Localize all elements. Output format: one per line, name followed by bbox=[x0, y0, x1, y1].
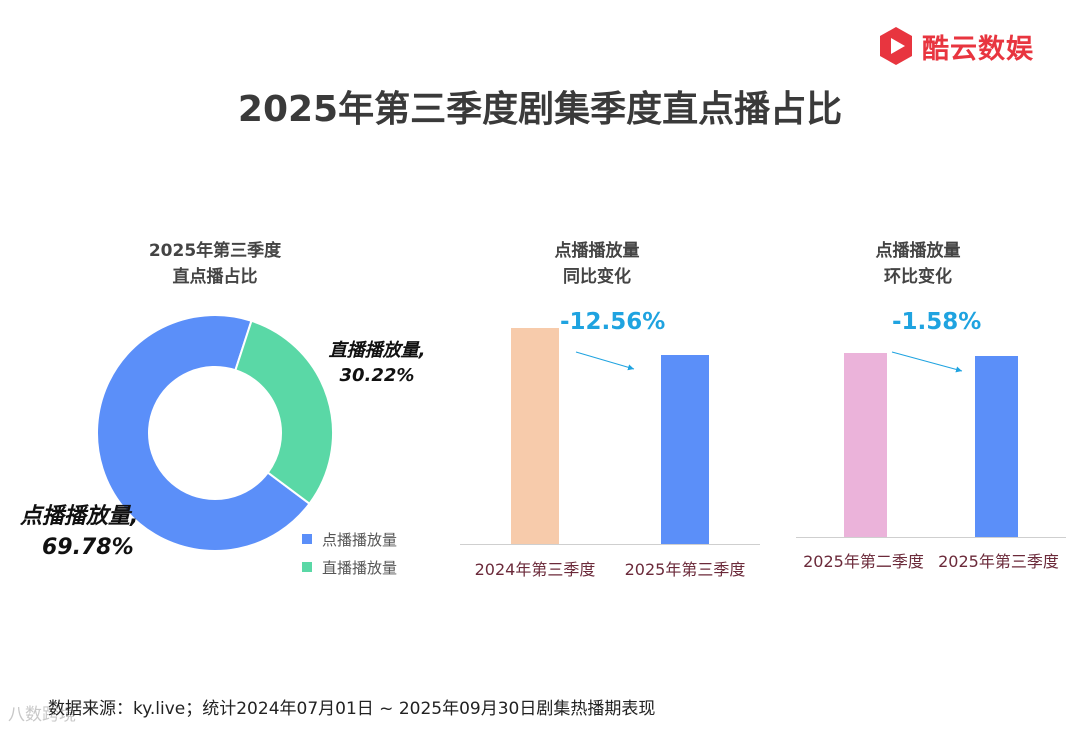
yoy-change-label: -12.56% bbox=[560, 309, 666, 335]
qoq-bar-1 bbox=[975, 355, 1018, 537]
vod-slice-label-name: 点播播放量, bbox=[20, 504, 139, 529]
brand-logo: 酷云数娱 bbox=[878, 26, 1034, 66]
live-slice-label: 直播播放量, 30.22% bbox=[322, 338, 432, 388]
yoy-trend-arrow bbox=[575, 351, 635, 371]
donut-legend: 点播播放量 直播播放量 bbox=[302, 525, 397, 581]
donut-subtitle: 2025年第三季度 直点播占比 bbox=[115, 238, 315, 290]
source-note: 数据来源：ky.live；统计2024年07月01日 ~ 2025年09月30日… bbox=[48, 699, 656, 719]
legend-label-live: 直播播放量 bbox=[322, 558, 398, 577]
legend-item-vod: 点播播放量 bbox=[302, 525, 397, 553]
yoy-x-tick-0: 2024年第三季度 bbox=[474, 560, 596, 579]
vod-slice-label-value: 69.78% bbox=[42, 535, 134, 560]
qoq-trend-arrow bbox=[891, 351, 963, 373]
qoq-x-tick-0: 2025年第二季度 bbox=[803, 552, 924, 571]
qoq-subtitle: 点播播放量 环比变化 bbox=[818, 238, 1018, 290]
donut-slice-1 bbox=[234, 319, 334, 506]
vod-slice-label: 点播播放量, 69.78% bbox=[20, 501, 138, 563]
watermark: 八数跨境 bbox=[8, 705, 76, 725]
yoy-subtitle-line2: 同比变化 bbox=[563, 267, 631, 287]
page-title: 2025年第三季度剧集季度直点播占比 bbox=[237, 89, 843, 130]
qoq-bar-0 bbox=[844, 353, 887, 537]
qoq-x-tick-1: 2025年第三季度 bbox=[938, 552, 1059, 571]
legend-label-vod: 点播播放量 bbox=[322, 530, 398, 549]
yoy-bar-0 bbox=[511, 328, 559, 544]
play-hexagon-icon bbox=[880, 27, 912, 65]
live-slice-label-value: 30.22% bbox=[339, 365, 415, 386]
yoy-subtitle-line1: 点播播放量 bbox=[554, 241, 640, 261]
yoy-x-tick-1: 2025年第三季度 bbox=[624, 560, 746, 579]
donut-slice-0 bbox=[96, 314, 311, 552]
qoq-subtitle-line2: 环比变化 bbox=[884, 267, 952, 287]
donut-subtitle-line1: 2025年第三季度 bbox=[148, 241, 282, 261]
qoq-subtitle-line1: 点播播放量 bbox=[875, 241, 961, 261]
legend-swatch-vod bbox=[302, 534, 312, 544]
donut-subtitle-line2: 直点播占比 bbox=[172, 267, 258, 287]
qoq-x-axis bbox=[796, 537, 1066, 538]
yoy-x-axis bbox=[460, 544, 760, 545]
yoy-bar-1 bbox=[661, 355, 709, 544]
legend-swatch-live bbox=[302, 562, 312, 572]
donut-chart bbox=[96, 314, 334, 552]
brand-name: 酷云数娱 bbox=[922, 33, 1034, 65]
yoy-subtitle: 点播播放量 同比变化 bbox=[497, 238, 697, 290]
legend-item-live: 直播播放量 bbox=[302, 553, 397, 581]
qoq-change-label: -1.58% bbox=[892, 309, 982, 335]
live-slice-label-name: 直播播放量, bbox=[328, 340, 426, 361]
